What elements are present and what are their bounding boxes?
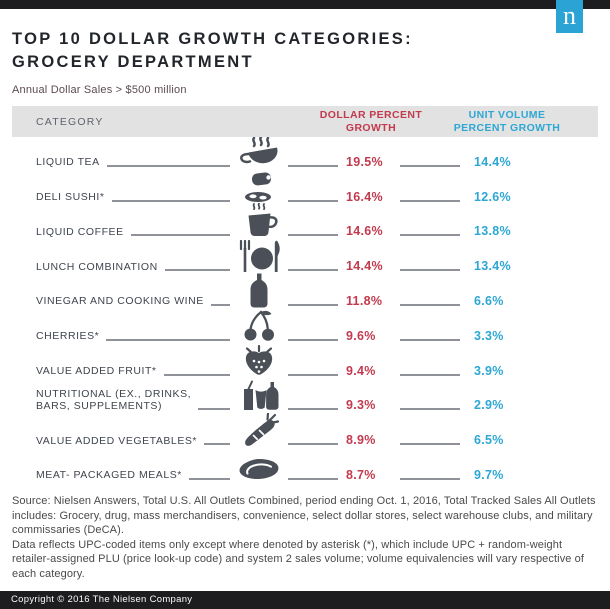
leader-line — [400, 164, 460, 167]
unit-percent-value: 3.3% — [474, 328, 504, 343]
table-row: CHERRIES* 9.6% 3.3% — [12, 310, 598, 348]
page-title: TOP 10 DOLLAR GROWTH CATEGORIES: GROCERY… — [12, 28, 598, 74]
leader-line — [288, 164, 338, 167]
dollar-percent-value: 14.6% — [346, 224, 383, 239]
unit-percent-value: 13.8% — [474, 224, 511, 239]
liquid-tea-icon — [230, 135, 288, 169]
leader-line — [288, 408, 338, 411]
leader-line — [198, 408, 230, 411]
table-row: DELI SUSHI* 16.4% 12.6 — [12, 171, 598, 209]
title-line-2: GROCERY DEPARTMENT — [12, 53, 254, 71]
leader-line — [288, 338, 338, 341]
nutritional-drinks-icon — [230, 378, 288, 412]
leader-line — [204, 443, 230, 446]
category-label: VALUE ADDED FRUIT* — [36, 365, 157, 378]
nielsen-logo: n — [556, 0, 583, 33]
leader-line — [288, 443, 338, 446]
subtitle: Annual Dollar Sales > $500 million — [12, 84, 187, 96]
leader-line — [400, 338, 460, 341]
unit-percent-value: 13.4% — [474, 259, 511, 274]
leader-line — [288, 303, 338, 306]
column-header-unit-volume-percent-growth: UNIT VOLUME PERCENT GROWTH — [453, 109, 561, 134]
dollar-percent-value: 9.3% — [346, 398, 376, 413]
footnotes: Source: Nielsen Answers, Total U.S. All … — [12, 494, 598, 582]
carrot-icon — [230, 413, 288, 447]
cherries-icon — [230, 310, 288, 343]
top-black-bar — [0, 0, 610, 9]
dollar-percent-value: 11.8% — [346, 293, 383, 308]
leader-line — [164, 269, 230, 272]
category-label: VALUE ADDED VEGETABLES* — [36, 434, 198, 447]
category-label: LIQUID TEA — [36, 156, 100, 169]
category-rows: LIQUID TEA 19.5% 14.4% — [12, 135, 598, 487]
unit-percent-value: 12.6% — [474, 189, 511, 204]
steak-icon — [230, 458, 288, 482]
leader-line — [106, 164, 230, 167]
dollar-percent-value: 9.4% — [346, 363, 376, 378]
unit-percent-value: 14.4% — [474, 154, 511, 169]
column-header-category: CATEGORY — [36, 116, 104, 128]
leader-line — [188, 477, 230, 480]
table-row: LUNCH COMBINATION 14.4% 13.4% — [12, 240, 598, 278]
table-row: VALUE ADDED VEGETABLES* 8.9% — [12, 413, 598, 452]
title-line-1: TOP 10 DOLLAR GROWTH CATEGORIES: — [12, 30, 413, 48]
unit-percent-value: 2.9% — [474, 398, 504, 413]
leader-line — [400, 269, 460, 272]
source-note: Source: Nielsen Answers, Total U.S. All … — [12, 494, 596, 537]
strawberry-icon — [230, 344, 288, 378]
unit-percent-value: 3.9% — [474, 363, 504, 378]
leader-line — [400, 477, 460, 480]
leader-line — [288, 269, 338, 272]
leader-line — [288, 477, 338, 480]
category-label: CHERRIES* — [36, 330, 100, 343]
copyright-bar: Copyright © 2016 The Nielsen Company — [0, 591, 610, 609]
leader-line — [400, 234, 460, 237]
table-row: LIQUID COFFEE 14.6% 13.8% — [12, 203, 598, 244]
leader-line — [106, 338, 230, 341]
category-label: NUTRITIONAL (EX., DRINKS, BARS, SUPPLEME… — [36, 388, 192, 412]
table-row: LIQUID TEA 19.5% 14.4% — [12, 135, 598, 174]
liquid-coffee-icon — [230, 203, 288, 238]
dollar-percent-value: 16.4% — [346, 189, 383, 204]
dollar-percent-value: 8.9% — [346, 433, 376, 448]
table-row: MEAT- PACKAGED MEALS* 8.7% 9.7% — [12, 452, 598, 487]
dollar-percent-value: 19.5% — [346, 154, 383, 169]
leader-line — [288, 199, 338, 202]
vinegar-bottle-icon — [230, 273, 288, 308]
leader-line — [130, 234, 230, 237]
dollar-percent-value: 8.7% — [346, 467, 376, 482]
leader-line — [400, 443, 460, 446]
leader-line — [111, 199, 230, 202]
leader-line — [400, 199, 460, 202]
leader-line — [400, 303, 460, 306]
category-label: VINEGAR AND COOKING WINE — [36, 295, 204, 308]
table-row: VINEGAR AND COOKING WINE 11.8% 6.6% — [12, 273, 598, 313]
category-label: MEAT- PACKAGED MEALS* — [36, 469, 182, 482]
table-row: NUTRITIONAL (EX., DRINKS, BARS, SUPPLEME… — [12, 380, 598, 418]
unit-percent-value: 6.6% — [474, 293, 504, 308]
leader-line — [288, 373, 338, 376]
leader-line — [163, 373, 230, 376]
category-label: LUNCH COMBINATION — [36, 260, 158, 273]
content-area: TOP 10 DOLLAR GROWTH CATEGORIES: GROCERY… — [0, 9, 610, 582]
unit-percent-value: 6.5% — [474, 433, 504, 448]
leader-line — [400, 373, 460, 376]
leader-line — [400, 408, 460, 411]
table-row: VALUE ADDED FRUIT* 9.4% — [12, 344, 598, 383]
dollar-percent-value: 9.6% — [346, 328, 376, 343]
leader-line — [210, 303, 230, 306]
deli-sushi-icon — [230, 171, 288, 204]
leader-line — [288, 234, 338, 237]
data-note: Data reflects UPC-coded items only excep… — [12, 538, 585, 580]
unit-percent-value: 9.7% — [474, 467, 504, 482]
category-label: LIQUID COFFEE — [36, 225, 124, 238]
column-header-dollar-percent-growth: DOLLAR PERCENT GROWTH — [319, 109, 423, 134]
dollar-percent-value: 14.4% — [346, 259, 383, 274]
category-label: DELI SUSHI* — [36, 191, 105, 204]
table-header-band: CATEGORY DOLLAR PERCENT GROWTH UNIT VOLU… — [12, 106, 598, 137]
lunch-combination-icon — [230, 240, 288, 273]
